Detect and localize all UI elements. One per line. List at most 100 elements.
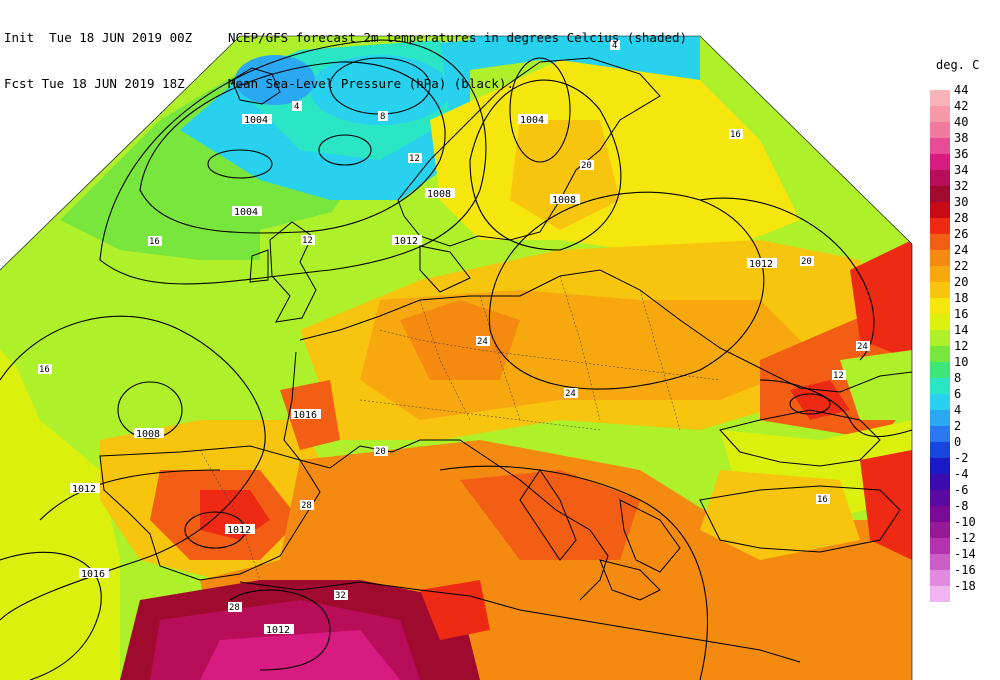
legend-swatch	[930, 346, 950, 362]
isobar-label: 1016	[81, 569, 105, 580]
isobar-label: 1004	[234, 207, 258, 218]
isobar-label: 1012	[227, 525, 251, 536]
legend-label: 4	[954, 403, 962, 417]
isobar-label: 1008	[427, 189, 451, 200]
legend-swatch	[930, 378, 950, 394]
legend-swatches	[930, 90, 950, 602]
temp-label: 4	[294, 102, 299, 112]
legend-label: 42	[954, 99, 969, 113]
temperature-labels: 4 4 8 12 12 16 20 24 28 32 20 16 24 20 1…	[38, 40, 870, 613]
header-row-fcst: Fcst Tue 18 JUN 2019 18Z Mean Sea-Level P…	[4, 76, 764, 92]
temp-label: 16	[39, 365, 50, 375]
legend-label: -18	[954, 579, 976, 593]
legend-label: 44	[954, 83, 969, 97]
isobar-label: 1004	[244, 115, 268, 126]
isobar-label: 1016	[293, 410, 317, 421]
legend-swatch	[930, 170, 950, 186]
legend-label: 34	[954, 163, 969, 177]
legend-swatch	[930, 506, 950, 522]
legend-swatch	[930, 394, 950, 410]
temp-label: 8	[380, 112, 385, 122]
temp-label: 28	[229, 603, 240, 613]
legend-swatch	[930, 106, 950, 122]
legend-swatch	[930, 122, 950, 138]
temp-label: 28	[301, 501, 312, 511]
legend-label: 20	[954, 275, 969, 289]
legend-swatch	[930, 186, 950, 202]
legend-swatch	[930, 314, 950, 330]
legend-label: 30	[954, 195, 969, 209]
temp-label: 12	[302, 236, 313, 246]
temp-label: 24	[857, 342, 868, 352]
temp-label: 24	[565, 389, 576, 399]
legend-label: 0	[954, 435, 962, 449]
legend-swatch	[930, 234, 950, 250]
legend-label: 14	[954, 323, 969, 337]
forecast-time: Fcst Tue 18 JUN 2019 18Z	[4, 76, 185, 91]
legend-swatch	[930, 282, 950, 298]
legend-swatch	[930, 218, 950, 234]
isobar-label: 1008	[552, 195, 576, 206]
isobar-label: 1012	[749, 259, 773, 270]
legend-swatch	[930, 154, 950, 170]
temp-label: 16	[149, 237, 160, 247]
legend-swatch	[930, 202, 950, 218]
legend-label: 8	[954, 371, 962, 385]
temp-label: 4	[612, 41, 617, 51]
legend-swatch	[930, 570, 950, 586]
map-subtitle: Mean Sea-Level Pressure (hPa) (black).	[228, 76, 514, 91]
temp-label: 20	[581, 161, 592, 171]
legend-swatch	[930, 250, 950, 266]
legend-swatch	[930, 266, 950, 282]
temp-label: 20	[375, 447, 386, 457]
legend-label: -16	[954, 563, 976, 577]
legend-swatch	[930, 90, 950, 106]
legend-label: 38	[954, 131, 969, 145]
legend-swatch	[930, 474, 950, 490]
legend-label: 40	[954, 115, 969, 129]
legend-swatch	[930, 554, 950, 570]
isobar-label: 1008	[136, 429, 160, 440]
map-domain-outline	[0, 35, 913, 680]
legend-label: 32	[954, 179, 969, 193]
legend-swatch	[930, 458, 950, 474]
legend-swatch	[930, 522, 950, 538]
legend-label: 36	[954, 147, 969, 161]
legend-swatch	[930, 298, 950, 314]
legend-swatch	[930, 138, 950, 154]
temp-label: 20	[801, 257, 812, 267]
legend-swatch	[930, 586, 950, 602]
legend-title: deg. C	[936, 58, 980, 72]
legend-swatch	[930, 410, 950, 426]
header-row-init: Init Tue 18 JUN 2019 00Z NCEP/GFS forecas…	[4, 30, 764, 46]
legend-label: -8	[954, 499, 969, 513]
color-legend: deg. C 44 42 40 38 36 34 32 30 28 26 24 22 20 18 16 14 1…	[926, 56, 996, 602]
legend-label: -6	[954, 483, 969, 497]
temp-label: 12	[833, 371, 844, 381]
legend-swatch	[930, 330, 950, 346]
legend-label: -4	[954, 467, 969, 481]
isobar-labels: 1004 1004 1004 1008 1008 1012 1012 1012 …	[70, 114, 777, 636]
legend-label: 10	[954, 355, 969, 369]
isobar-label: 1012	[266, 625, 290, 636]
legend-label: -14	[954, 547, 976, 561]
legend-label: 18	[954, 291, 969, 305]
legend-swatch	[930, 426, 950, 442]
isobar-label: 1012	[72, 484, 96, 495]
legend-label: -12	[954, 531, 976, 545]
legend-swatch	[930, 490, 950, 506]
legend-swatch	[930, 362, 950, 378]
legend-label: 6	[954, 387, 962, 401]
legend-label: 2	[954, 419, 962, 433]
map-header: Init Tue 18 JUN 2019 00Z NCEP/GFS forecas…	[4, 0, 764, 91]
temp-label: 16	[817, 495, 828, 505]
temp-label: 16	[730, 130, 741, 140]
legend-label: 24	[954, 243, 969, 257]
legend-label: 28	[954, 211, 969, 225]
legend-swatch	[930, 538, 950, 554]
temp-label: 32	[335, 591, 346, 601]
legend-label: -2	[954, 451, 969, 465]
coastlines	[99, 57, 913, 663]
isobar-label: 1012	[394, 236, 418, 247]
